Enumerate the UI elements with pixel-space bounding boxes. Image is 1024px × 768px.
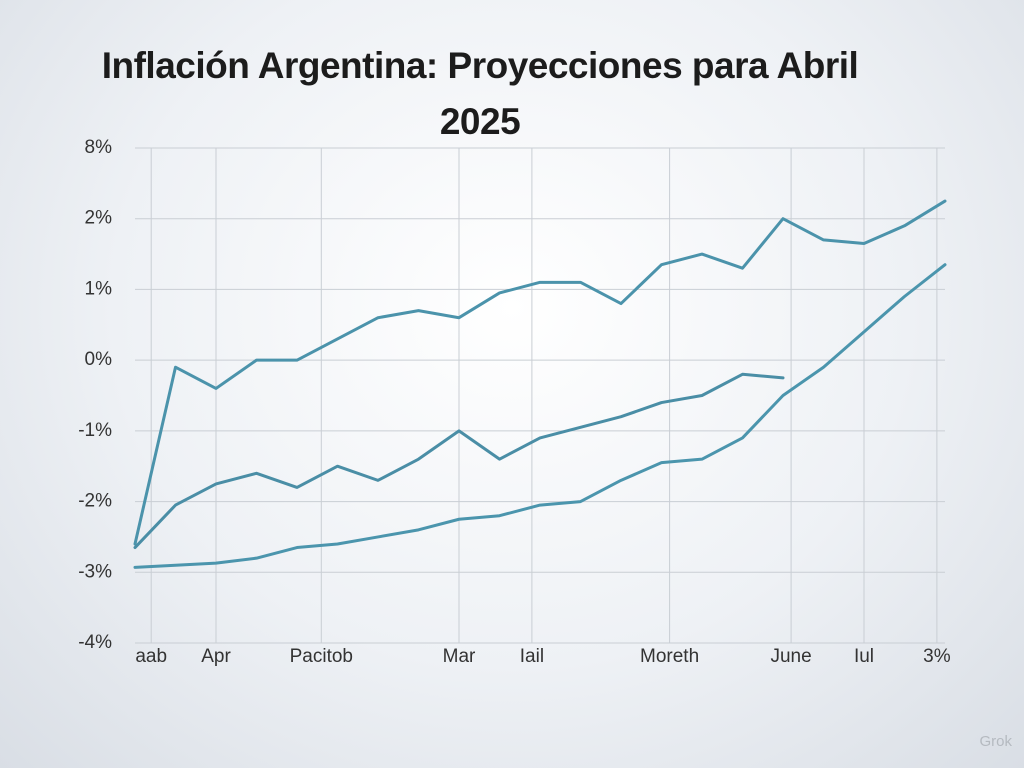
y-tick-label: -1% <box>78 420 112 441</box>
y-tick-label: 2% <box>85 208 113 229</box>
y-tick-label: -2% <box>78 491 112 512</box>
watermark: Grok <box>979 733 1012 750</box>
x-tick-label: Mar <box>443 646 476 667</box>
y-tick-label: -4% <box>78 632 112 653</box>
chart-title: Inflación Argentina: Proyecciones para A… <box>101 45 859 142</box>
y-tick-label: 1% <box>85 278 113 299</box>
x-tick-label: 3% <box>923 646 951 667</box>
y-tick-label: 8% <box>85 137 113 158</box>
x-tick-label: June <box>770 646 811 667</box>
x-tick-label: Moreth <box>640 646 699 667</box>
x-tick-label: Iail <box>520 646 544 667</box>
y-tick-label: 0% <box>85 349 113 370</box>
y-tick-label: -3% <box>78 561 112 582</box>
x-tick-label: aab <box>135 646 167 667</box>
line-series <box>133 199 947 546</box>
line-series <box>133 263 947 569</box>
x-tick-label: Apr <box>201 646 231 667</box>
line-series <box>133 372 785 550</box>
x-tick-label: Pacitob <box>290 646 353 667</box>
x-tick-label: Iul <box>854 646 874 667</box>
